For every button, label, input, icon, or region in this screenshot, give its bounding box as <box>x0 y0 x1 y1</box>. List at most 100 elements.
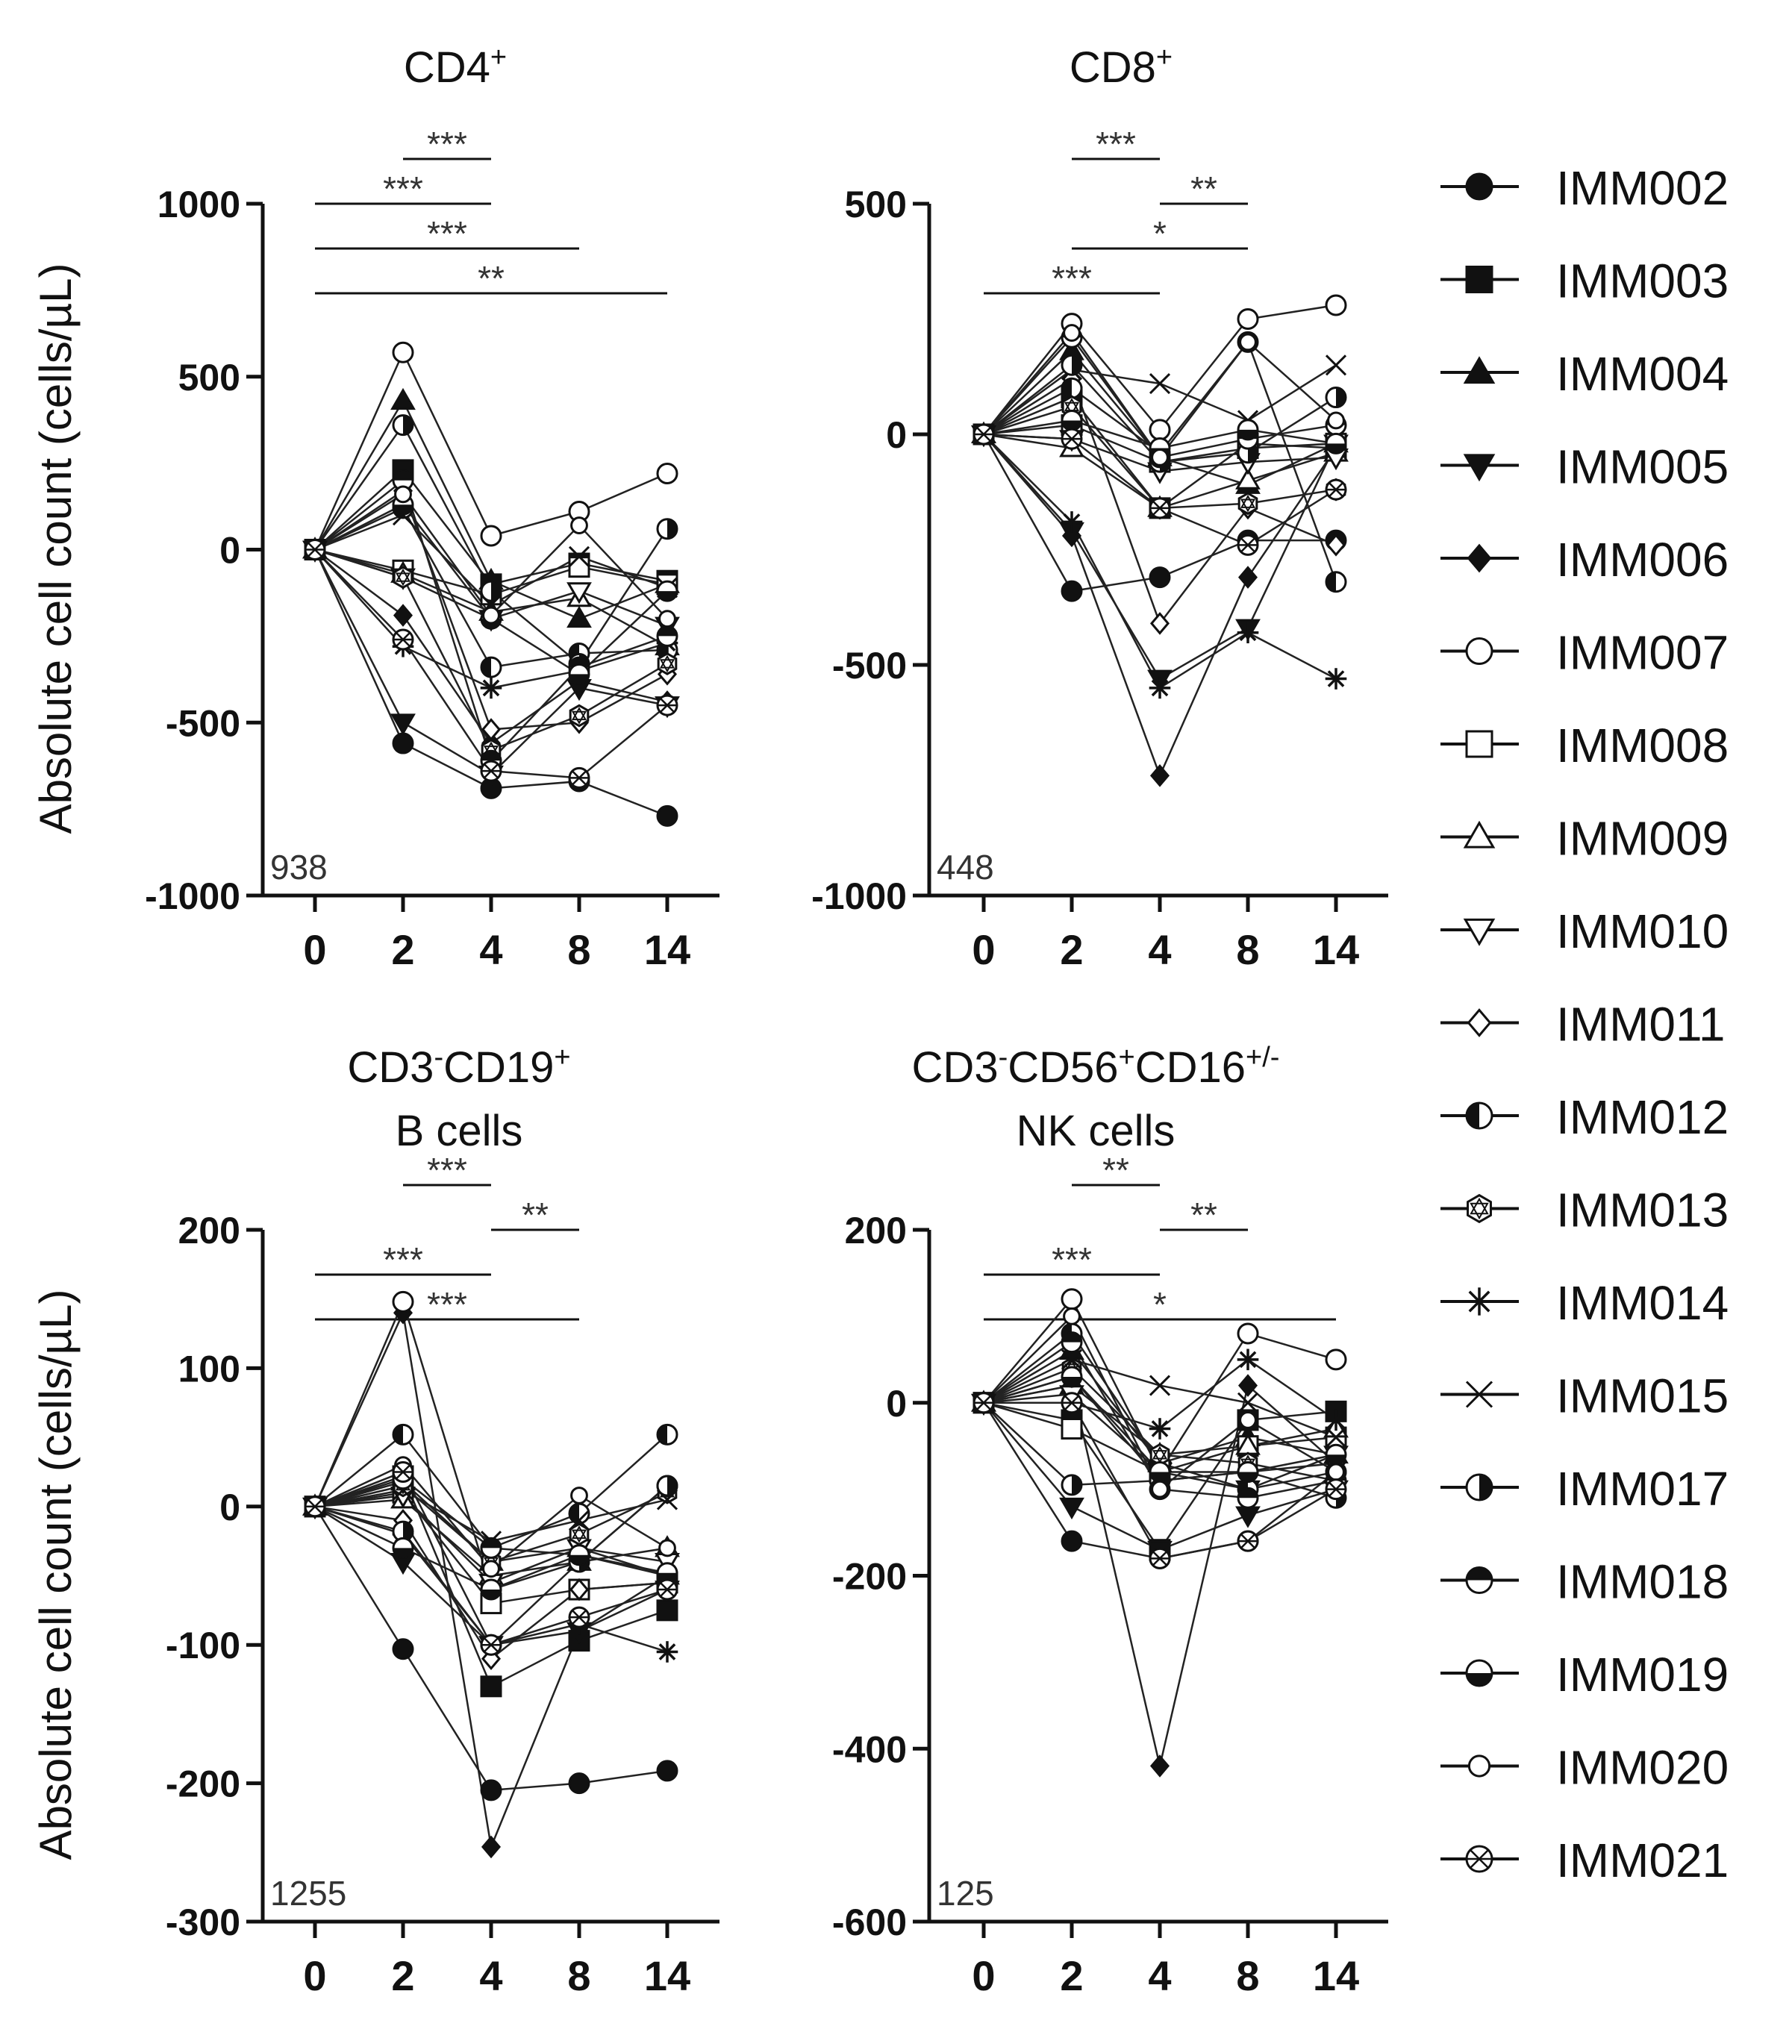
legend-marker-IMM015 <box>1465 1381 1493 1408</box>
series-line-IMM007 <box>983 304 1337 435</box>
legend-marker-IMM008 <box>1465 730 1493 758</box>
legend-marker-IMM017 <box>1465 1473 1493 1501</box>
data-point-IMM014 <box>1149 1418 1171 1440</box>
x-tick-label: 2 <box>1060 1952 1083 1999</box>
significance-label: *** <box>1096 125 1136 163</box>
panel-subtitle: B cells <box>396 1107 523 1155</box>
x-tick-label: 14 <box>1313 1952 1359 1999</box>
data-point-IMM021 <box>392 628 414 651</box>
legend-marker-IMM005 <box>1463 454 1496 482</box>
data-point-IMM002 <box>392 732 414 754</box>
legend-marker-IMM007 <box>1465 637 1493 665</box>
data-point-IMM019 <box>1061 409 1083 431</box>
data-point-IMM005 <box>390 713 416 736</box>
data-point-IMM020 <box>570 1487 588 1504</box>
y-tick-label: 1000 <box>157 184 240 225</box>
panel-title: CD8+ <box>1070 42 1173 92</box>
x-tick-label: 0 <box>303 1952 326 1999</box>
legend-item: IMM009 <box>1440 812 1729 866</box>
data-point-IMM021 <box>973 1392 995 1414</box>
x-tick-label: 14 <box>644 926 690 973</box>
significance-bar: *** <box>315 1285 579 1324</box>
y-tick-label: -500 <box>166 702 240 744</box>
data-point-IMM014 <box>1149 677 1171 699</box>
data-point-IMM007 <box>1325 294 1347 316</box>
data-point-IMM013 <box>1237 492 1258 516</box>
data-point-IMM017 <box>392 414 414 437</box>
significance-label: *** <box>1052 1240 1092 1279</box>
x-tick-label: 0 <box>303 926 326 973</box>
data-point-IMM012 <box>656 1423 678 1446</box>
y-tick-label: 0 <box>886 1383 907 1425</box>
legend-item: IMM010 <box>1440 904 1729 958</box>
significance-label: *** <box>1052 259 1092 298</box>
significance-bar: * <box>984 1285 1336 1324</box>
significance-label: ** <box>1190 1196 1217 1234</box>
chart-panels: CD4+Absolute cell count (cells/µL)-1000-… <box>31 42 1388 1999</box>
x-tick-label: 8 <box>567 926 590 973</box>
data-point-IMM019 <box>1237 1460 1259 1483</box>
data-point-IMM004 <box>390 387 416 410</box>
data-point-IMM006 <box>481 1835 502 1859</box>
legend-marker-IMM013 <box>1467 1193 1492 1224</box>
panel-title: CD4+ <box>404 42 507 92</box>
legend: IMM002 IMM003 IMM004 IMM005 IMM006 IMM007 IMM0… <box>1440 161 1729 1887</box>
data-point-IMM007 <box>1061 1288 1083 1310</box>
data-point-IMM020 <box>658 1539 676 1557</box>
x-tick-label: 2 <box>391 926 414 973</box>
data-point-IMM019 <box>392 1537 414 1559</box>
legend-marker-IMM021 <box>1465 1845 1493 1873</box>
significance-label: *** <box>383 169 423 208</box>
significance-bar: *** <box>315 169 491 208</box>
legend-label: IMM018 <box>1556 1555 1729 1609</box>
significance-label: * <box>1153 214 1167 253</box>
panel-subtitle: NK cells <box>1017 1107 1176 1155</box>
data-point-IMM015 <box>1149 372 1171 395</box>
legend-item: IMM017 <box>1440 1462 1729 1516</box>
y-tick-label: 0 <box>219 530 240 572</box>
significance-label: ** <box>1102 1151 1129 1190</box>
significance-bar: *** <box>403 1151 491 1190</box>
panel-note: 938 <box>270 848 328 887</box>
legend-item: IMM012 <box>1440 1090 1729 1144</box>
legend-item: IMM006 <box>1440 533 1729 587</box>
data-point-IMM006 <box>1149 1754 1170 1778</box>
y-tick-label: 200 <box>845 1210 907 1251</box>
data-point-IMM018 <box>1237 1487 1259 1509</box>
data-point-IMM021 <box>973 423 995 446</box>
data-point-IMM020 <box>394 485 412 504</box>
significance-label: *** <box>427 1151 467 1190</box>
data-point-IMM017 <box>1061 1474 1083 1496</box>
legend-label: IMM014 <box>1556 1276 1729 1330</box>
legend-item: IMM007 <box>1440 626 1729 680</box>
significance-bar: *** <box>315 214 579 253</box>
data-point-IMM002 <box>480 1779 502 1801</box>
data-point-IMM017 <box>1061 354 1083 376</box>
y-tick-label: -1000 <box>811 875 907 917</box>
data-point-IMM011 <box>569 1578 590 1601</box>
significance-bar: ** <box>491 1196 579 1234</box>
legend-label: IMM003 <box>1556 254 1729 308</box>
data-point-IMM020 <box>1063 324 1081 342</box>
data-point-IMM007 <box>1237 308 1259 330</box>
y-tick-label: 0 <box>219 1487 240 1528</box>
legend-label: IMM010 <box>1556 904 1729 958</box>
data-point-IMM015 <box>1325 354 1347 376</box>
data-point-IMM021 <box>480 1634 502 1656</box>
data-point-IMM017 <box>656 1475 678 1497</box>
significance-bar: * <box>1072 214 1248 253</box>
data-point-IMM009 <box>1235 467 1261 490</box>
data-point-IMM005 <box>1235 1506 1261 1528</box>
data-point-IMM020 <box>1063 1307 1081 1325</box>
data-point-IMM020 <box>1327 1463 1345 1481</box>
legend-label: IMM005 <box>1556 440 1729 494</box>
data-point-IMM011 <box>1149 612 1170 635</box>
panel-note: 448 <box>937 848 994 887</box>
data-point-IMM012 <box>1061 377 1083 399</box>
significance-label: ** <box>1190 169 1217 208</box>
legend-label: IMM002 <box>1556 161 1729 215</box>
significance-label: * <box>1153 1285 1167 1324</box>
y-tick-label: -200 <box>832 1556 907 1598</box>
legend-marker-IMM011 <box>1467 1008 1492 1037</box>
